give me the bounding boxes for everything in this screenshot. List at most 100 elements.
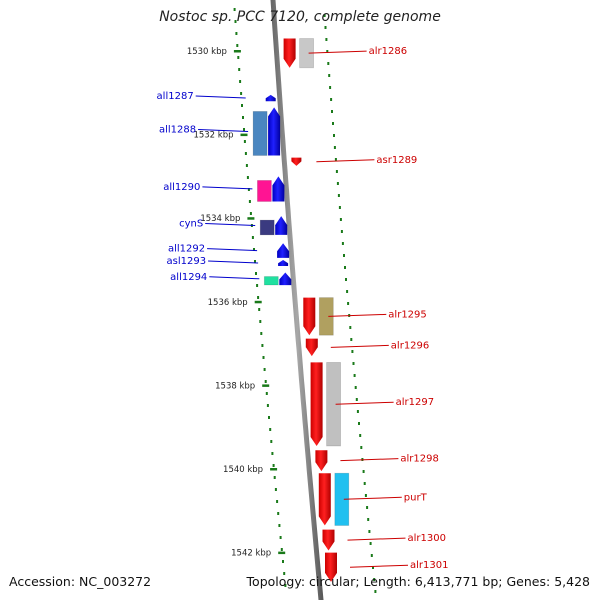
guide-dot — [364, 494, 367, 497]
guide-dot — [341, 242, 344, 245]
guide-dot — [340, 230, 343, 233]
domain-bar-all1288[interactable] — [252, 111, 268, 156]
guide-dot — [256, 284, 259, 287]
gene-arrow-alr1295[interactable] — [303, 297, 316, 336]
guide-dot — [339, 218, 342, 221]
domain-bar-all1290[interactable] — [256, 179, 272, 202]
guide-dot — [334, 158, 337, 161]
guide-dot — [244, 152, 247, 155]
guide-dot — [235, 32, 238, 35]
gene-arrow-alr1296[interactable] — [305, 338, 318, 357]
chromosome-line — [270, 0, 324, 600]
guide-dot — [262, 356, 265, 359]
guide-dot — [264, 380, 267, 383]
guide-dot — [274, 488, 277, 491]
gene-label-all1290: all1290 — [163, 182, 200, 193]
gene-arrow-alr1286[interactable] — [283, 38, 296, 68]
genome-summary: Topology: circular; Length: 6,413,771 bp… — [246, 574, 590, 589]
scale-ticks: 1530 kbp 1532 kbp 1534 kbp 1536 kbp 1538 kbp… — [187, 47, 286, 559]
guide-dot — [330, 98, 333, 101]
leader-line-asr1289 — [316, 159, 375, 163]
guide-dot — [328, 74, 331, 77]
gene-arrow-alr1298[interactable] — [315, 450, 328, 472]
leader-line-all1290 — [202, 186, 253, 190]
accession-value: NC_003272 — [79, 574, 152, 589]
gene-arrow-alr1301[interactable] — [325, 552, 337, 582]
guide-dot — [251, 236, 254, 239]
guide-dot — [238, 68, 241, 71]
leader-line-all1294 — [209, 276, 260, 280]
length-label: Length: — [363, 574, 411, 589]
gene-arrow-cynS[interactable] — [275, 216, 288, 235]
gene-arrow-all1294[interactable] — [279, 272, 292, 286]
guide-dot — [263, 368, 266, 371]
guide-dot — [269, 428, 272, 431]
tick-mark — [270, 468, 278, 471]
guide-dot — [271, 452, 274, 455]
gene-arrow-alr1297[interactable] — [310, 362, 323, 446]
leader-line-all1292 — [207, 248, 258, 252]
gene-arrow-all1288[interactable] — [268, 107, 281, 156]
guide-dot — [324, 26, 327, 29]
tick-mark — [254, 300, 262, 304]
gene-label-asr1289: asr1289 — [376, 155, 417, 166]
guide-dot — [360, 446, 363, 449]
guide-dot — [273, 476, 276, 479]
gene-arrow-asl1293[interactable] — [278, 260, 289, 266]
guide-dot — [359, 434, 362, 437]
guide-dot — [345, 278, 347, 281]
leader-line-alr1295 — [328, 313, 387, 317]
gene-label-all1288: all1288 — [159, 125, 196, 136]
guide-dot — [356, 410, 359, 413]
guide-dot — [234, 20, 237, 23]
guide-dot — [280, 548, 283, 551]
guide-dot — [259, 320, 262, 323]
gene-arrow-purT[interactable] — [318, 473, 331, 526]
guide-dot — [326, 50, 329, 53]
guide-dot — [241, 104, 243, 107]
length-value: 6,413,771 bp — [414, 574, 499, 589]
genes-value: 5,428 — [554, 574, 590, 589]
topology-value: circular — [309, 574, 356, 589]
guide-dot — [255, 272, 257, 275]
guide-dot — [367, 518, 370, 521]
guide-dot — [239, 80, 242, 83]
gene-features[interactable] — [252, 38, 350, 582]
guide-dot — [277, 512, 280, 515]
gene-arrow-all1292[interactable] — [277, 243, 290, 258]
leader-line-purT — [343, 496, 402, 500]
guide-dot — [373, 578, 376, 581]
leader-line-alr1298 — [340, 458, 399, 462]
tick-mark — [262, 384, 270, 387]
guide-dot — [332, 122, 334, 125]
guide-dot — [362, 470, 365, 473]
tick-label: 1534 kbp — [200, 214, 240, 224]
page-title: Nostoc sp. PCC 7120, complete genome — [159, 9, 441, 25]
guide-dot — [353, 374, 356, 377]
chromosome-backbone — [270, 0, 324, 600]
guide-dot — [374, 590, 377, 593]
guide-dot — [243, 140, 246, 143]
guide-dot — [333, 146, 336, 149]
tick-label: 1538 kbp — [215, 381, 255, 391]
guide-dot — [372, 566, 374, 569]
guide-dot — [344, 266, 346, 269]
gene-label-cynS: cynS — [179, 219, 203, 230]
gene-arrow-alr1300[interactable] — [322, 529, 335, 551]
gene-arrow-all1287[interactable] — [265, 94, 276, 102]
genes-label: Genes: — [506, 574, 551, 589]
domain-bar-all1294[interactable] — [263, 276, 279, 286]
gene-label-asl1293: asl1293 — [167, 256, 207, 267]
guide-dot — [283, 572, 286, 575]
domain-bar-cynS[interactable] — [259, 219, 275, 236]
guide-dot — [323, 14, 326, 17]
guide-dot — [276, 500, 279, 503]
gene-arrow-asr1289[interactable] — [291, 157, 302, 166]
gene-label-alr1300: alr1300 — [408, 533, 446, 544]
accession-label: Accession: — [9, 574, 76, 589]
gene-arrow-all1290[interactable] — [272, 176, 285, 202]
guide-dot — [366, 506, 369, 509]
guide-dot — [336, 182, 339, 185]
tick-mark — [240, 133, 248, 137]
guide-dot — [261, 344, 264, 347]
